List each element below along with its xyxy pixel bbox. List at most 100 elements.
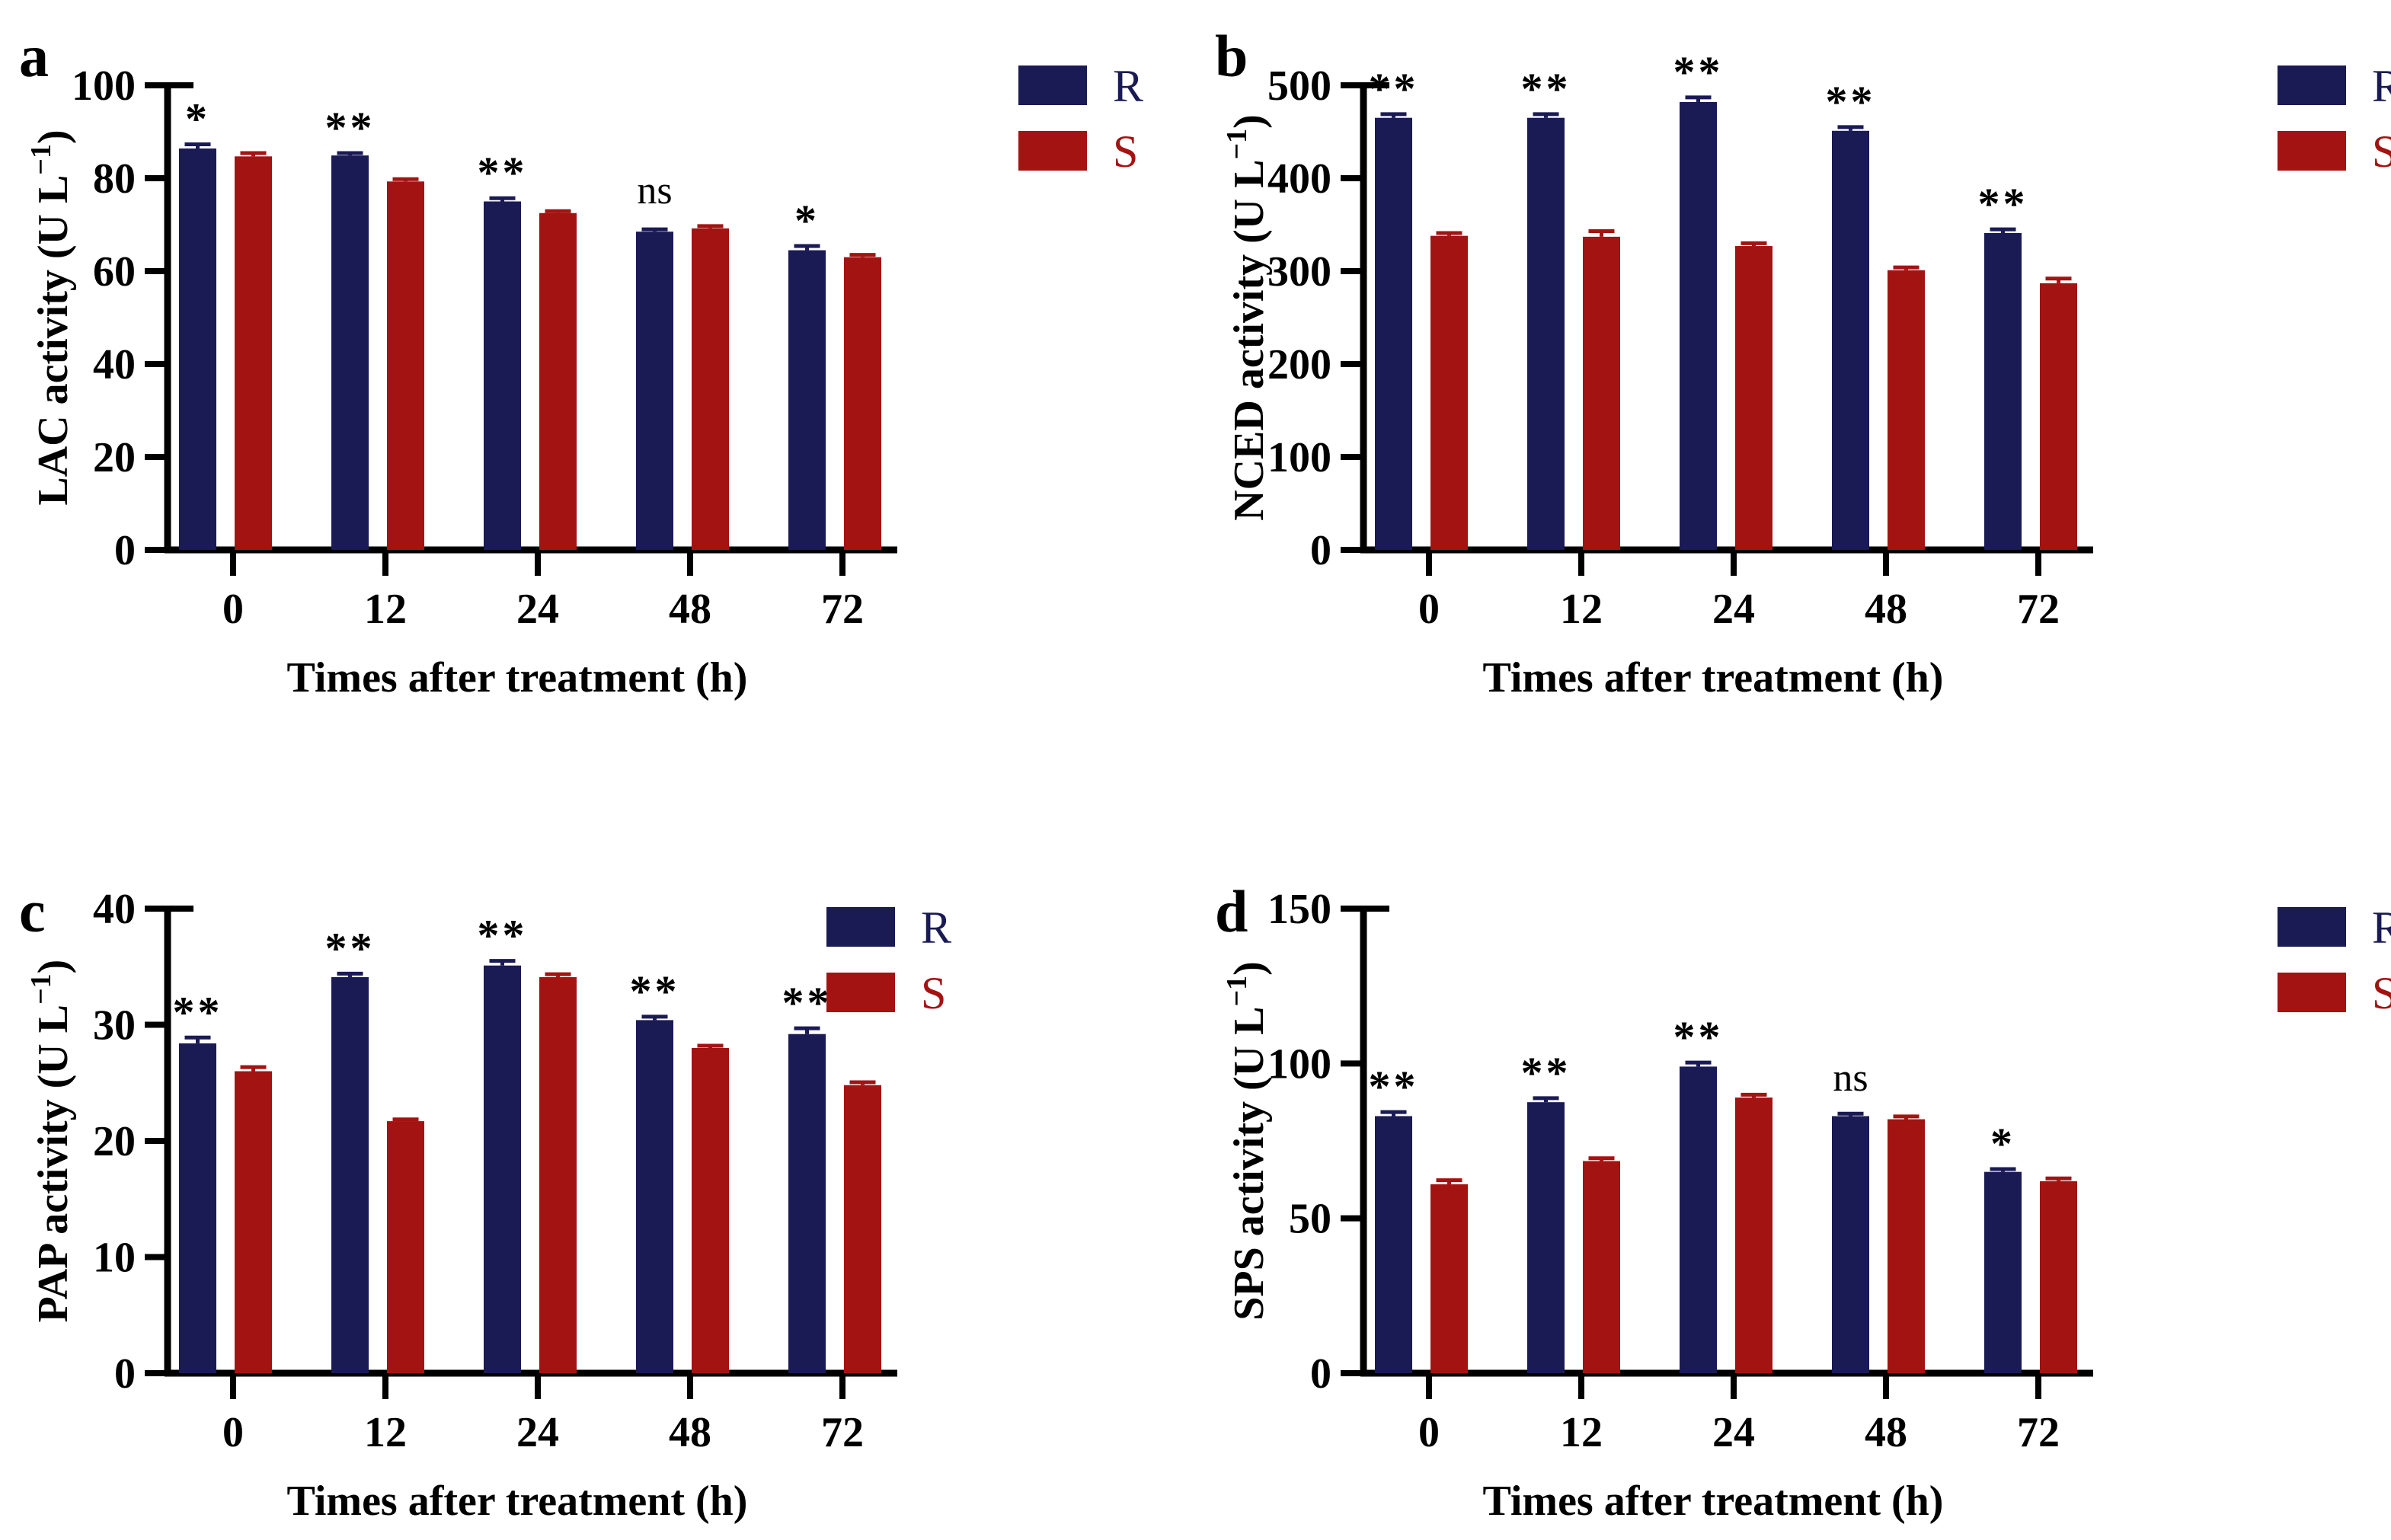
sig-label: *	[794, 196, 820, 245]
y-axis-title: SPS activity (U L−1)	[1221, 961, 1273, 1321]
bar-r-48	[636, 232, 673, 550]
x-axis-title: Times after treatment (h)	[287, 654, 748, 701]
legend-label-r: R	[2372, 61, 2391, 111]
legend-label-s: S	[1113, 126, 1138, 177]
legend-label-r: R	[921, 903, 951, 953]
bar-s-12	[1583, 236, 1620, 550]
sig-label: **	[1369, 64, 1419, 113]
panel-b: b 0 100 200 300 400 500 0 ** 12 ** 24 ** 48 ** 72 ** Time…	[1196, 0, 2391, 770]
x-axis-title: Times after treatment (h)	[1483, 654, 1944, 701]
legend-swatch-r	[826, 907, 895, 947]
bar-r-12	[331, 976, 369, 1373]
bar-s-72	[2040, 1181, 2077, 1373]
x-tick-label: 48	[1865, 1409, 1907, 1456]
y-tick-label: 0	[114, 1350, 136, 1398]
y-tick-label: 300	[1267, 248, 1331, 296]
sig-label: **	[1521, 1048, 1571, 1097]
bar-r-0	[1375, 117, 1412, 550]
bar-s-0	[1430, 235, 1468, 550]
panel-d-chart: d 0 50 100 150 0 ** 12 ** 24 ** 48 ns 72 * Times after …	[1215, 878, 2391, 1525]
bar-s-12	[1583, 1161, 1620, 1373]
bar-r-72	[788, 250, 826, 550]
y-tick-label: 150	[1267, 886, 1331, 933]
y-tick-label: 10	[93, 1235, 136, 1282]
bar-s-24	[539, 976, 577, 1373]
y-tick-label: 40	[93, 886, 136, 933]
bar-r-48	[1832, 130, 1869, 550]
bar-s-72	[844, 257, 881, 550]
bar-r-24	[484, 965, 521, 1373]
bar-s-72	[2040, 283, 2077, 550]
bar-r-24	[484, 201, 521, 550]
bar-r-12	[1527, 117, 1565, 550]
sig-label: **	[782, 978, 833, 1027]
sig-label: **	[173, 987, 223, 1037]
x-tick-label: 12	[1560, 586, 1603, 633]
bar-s-48	[692, 1048, 729, 1373]
x-tick-label: 72	[821, 1409, 864, 1456]
sig-label: *	[185, 94, 210, 143]
sig-label: **	[478, 148, 528, 197]
bar-r-0	[179, 1043, 216, 1373]
y-tick-label: 400	[1267, 155, 1331, 203]
legend-swatch-s	[2278, 131, 2346, 171]
sig-label: **	[1369, 1062, 1419, 1111]
sig-label: **	[1826, 77, 1876, 126]
legend-swatch-r	[2278, 65, 2346, 105]
x-tick-label: 0	[222, 586, 244, 633]
x-tick-label: 72	[821, 586, 864, 633]
sig-label: *	[1990, 1119, 2015, 1168]
y-tick-label: 0	[1310, 1350, 1331, 1398]
x-tick-label: 12	[1560, 1409, 1603, 1456]
legend-label-s: S	[921, 968, 946, 1018]
x-tick-label: 12	[364, 1409, 407, 1456]
x-tick-label: 12	[364, 586, 407, 633]
panel-letter: c	[19, 878, 46, 944]
bar-r-48	[636, 1020, 673, 1373]
y-tick-label: 0	[1310, 527, 1331, 574]
sig-label: **	[325, 103, 376, 152]
y-tick-label: 100	[1267, 1040, 1331, 1088]
y-axis-title: PAP activity (U L−1)	[25, 960, 77, 1323]
y-tick-label: 100	[72, 62, 136, 110]
x-tick-label: 24	[1712, 1409, 1755, 1456]
legend-swatch-s	[2278, 973, 2346, 1012]
panel-b-chart: b 0 100 200 300 400 500 0 ** 12 ** 24 ** 48 ** 72 ** Time…	[1215, 23, 2391, 701]
x-tick-label: 48	[1865, 586, 1907, 633]
legend-swatch-s	[1018, 131, 1087, 171]
sig-label: **	[478, 911, 528, 960]
panel-letter: a	[19, 23, 49, 89]
panel-a: a 0 20 40 60 80 100 0 * 12 ** 24 ** 48 ns 72 * Times afte…	[0, 0, 1195, 770]
y-tick-label: 40	[93, 341, 136, 388]
y-tick-label: 20	[93, 434, 136, 481]
panel-d: d 0 50 100 150 0 ** 12 ** 24 ** 48 ns 72 * Times after …	[1196, 770, 2391, 1540]
bar-s-0	[235, 156, 272, 550]
x-tick-label: 48	[669, 1409, 711, 1456]
bar-r-72	[1984, 1171, 2022, 1373]
x-tick-label: 0	[1418, 1409, 1440, 1456]
legend-swatch-r	[1018, 65, 1087, 105]
y-tick-label: 200	[1267, 341, 1331, 388]
bar-s-0	[1430, 1184, 1468, 1373]
y-tick-label: 80	[93, 155, 136, 203]
bar-s-12	[387, 181, 424, 550]
sig-label: **	[325, 923, 376, 973]
sig-label: ns	[637, 169, 672, 212]
bar-r-12	[331, 155, 369, 551]
x-tick-label: 24	[516, 1409, 559, 1456]
x-tick-label: 24	[516, 586, 559, 633]
bar-r-0	[179, 148, 216, 550]
bar-s-0	[235, 1071, 272, 1373]
legend-label-r: R	[1113, 61, 1143, 111]
x-tick-label: 48	[669, 586, 711, 633]
sig-label: **	[1521, 64, 1571, 113]
bar-s-24	[1735, 1097, 1772, 1373]
y-tick-label: 50	[1289, 1196, 1331, 1243]
bar-s-24	[1735, 246, 1772, 550]
x-tick-label: 72	[2017, 586, 2060, 633]
y-tick-label: 60	[93, 248, 136, 296]
y-tick-label: 500	[1267, 62, 1331, 110]
bar-s-24	[539, 212, 577, 550]
sig-label: **	[1673, 47, 1724, 97]
panel-c: c 0 10 20 30 40 0 ** 12 ** 24 ** 48 ** 72 ** Times after…	[0, 770, 1195, 1540]
